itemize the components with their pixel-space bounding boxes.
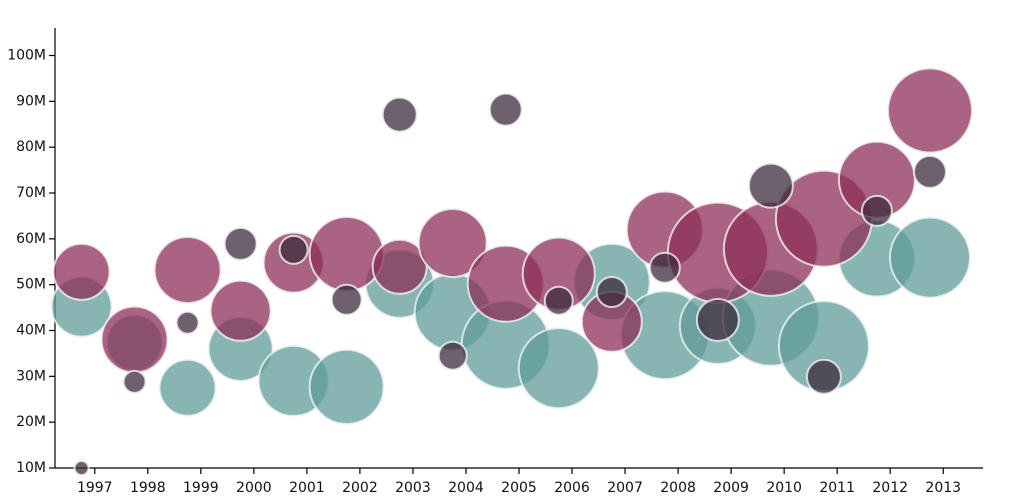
x-tick-label: 2002 xyxy=(342,480,378,496)
y-tick-label: 20M xyxy=(16,414,46,430)
bubble xyxy=(805,358,842,395)
bubble xyxy=(595,276,628,308)
y-tick-label: 30M xyxy=(16,368,46,384)
bubble xyxy=(158,358,217,417)
bubble xyxy=(73,460,90,476)
bubble xyxy=(437,340,468,371)
y-tick-label: 100M xyxy=(7,48,46,64)
bubble xyxy=(517,327,600,410)
bubble xyxy=(100,305,169,374)
x-tick-label: 2001 xyxy=(289,480,325,496)
y-tick-label: 80M xyxy=(16,139,46,155)
bubble xyxy=(888,216,971,299)
x-tick-label: 2007 xyxy=(607,480,643,496)
x-tick-label: 2011 xyxy=(819,480,855,496)
x-tick-label: 2006 xyxy=(554,480,590,496)
bubble xyxy=(543,285,574,316)
x-tick-label: 1999 xyxy=(183,480,219,496)
bubble xyxy=(175,310,200,335)
bubble xyxy=(308,215,385,292)
y-tick-label: 10M xyxy=(16,460,46,476)
bubble xyxy=(52,242,111,301)
bubble xyxy=(747,162,794,209)
x-tick-label: 1998 xyxy=(130,480,166,496)
bubble xyxy=(417,207,488,278)
bubble xyxy=(860,194,893,227)
y-tick-label: 40M xyxy=(16,323,46,339)
bubble xyxy=(488,92,523,127)
bubble xyxy=(330,283,363,316)
x-tick-label: 2012 xyxy=(872,480,908,496)
x-tick-label: 2013 xyxy=(925,480,961,496)
x-tick-label: 2010 xyxy=(766,480,802,496)
x-tick-label: 2000 xyxy=(236,480,272,496)
y-tick-label: 70M xyxy=(16,185,46,201)
y-tick-label: 60M xyxy=(16,231,46,247)
x-tick-label: 2003 xyxy=(395,480,431,496)
y-tick-label: 50M xyxy=(16,277,46,293)
x-tick-label: 2008 xyxy=(660,480,696,496)
bubble xyxy=(912,154,947,189)
bubble xyxy=(695,297,740,342)
bubble xyxy=(886,67,973,154)
x-tick-label: 1997 xyxy=(77,480,113,496)
bubble xyxy=(278,234,309,265)
bubble xyxy=(122,369,147,394)
x-tick-label: 2009 xyxy=(713,480,749,496)
x-tick-label: 2004 xyxy=(448,480,484,496)
bubble xyxy=(308,348,385,425)
bubble xyxy=(209,279,272,342)
bubble xyxy=(223,226,258,261)
bubble xyxy=(381,96,418,133)
bubble xyxy=(648,251,681,284)
x-tick-label: 2005 xyxy=(501,480,537,496)
bubble xyxy=(153,236,222,304)
y-tick-label: 90M xyxy=(16,93,46,109)
bubble xyxy=(371,238,428,295)
